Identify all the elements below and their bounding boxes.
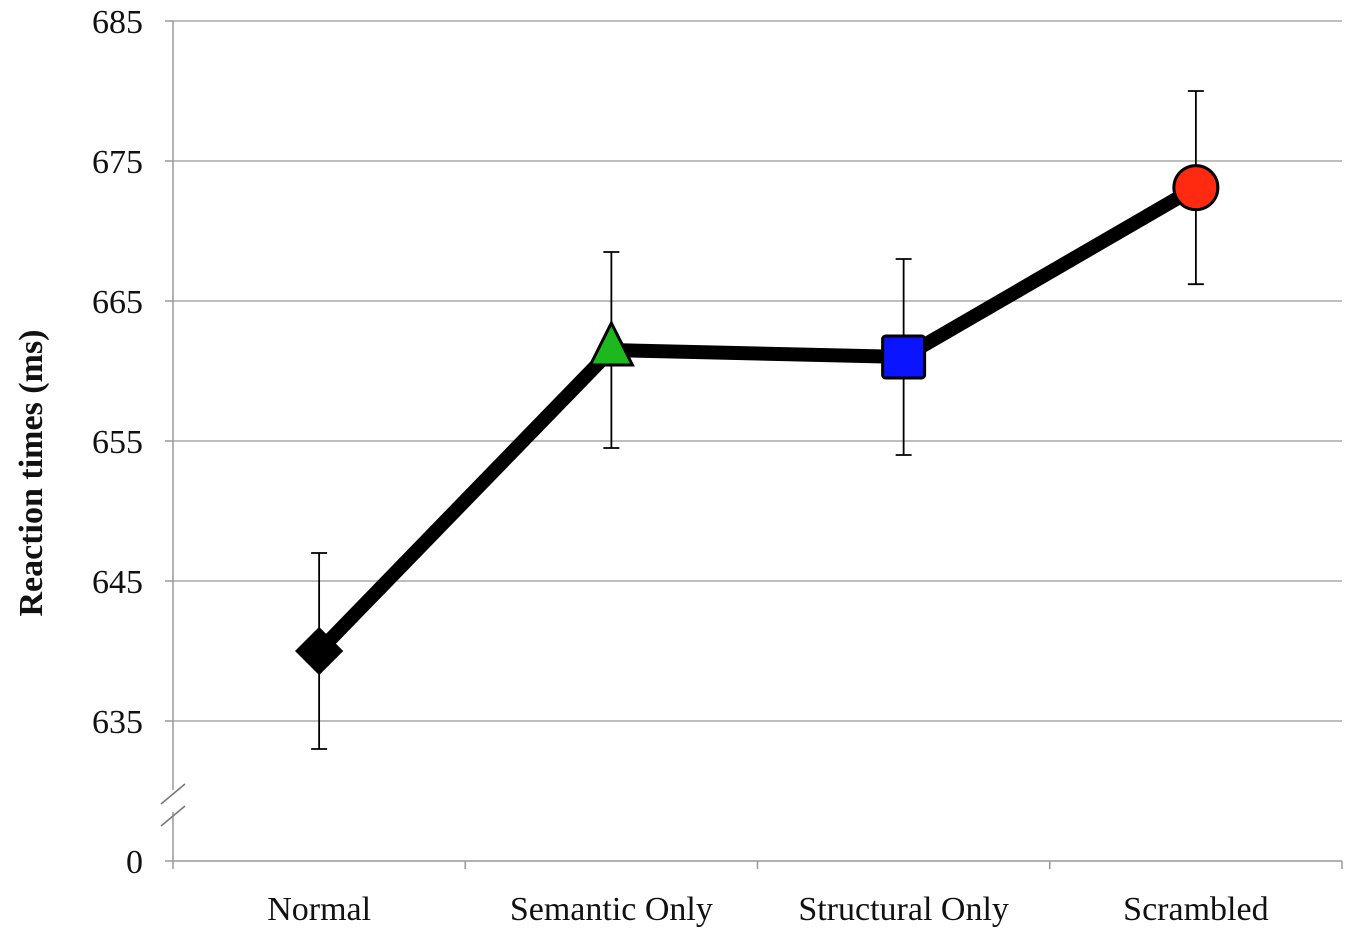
y-tick-label: 665 xyxy=(92,284,143,321)
y-tick-label: 635 xyxy=(92,704,143,741)
marker-circle xyxy=(1172,164,1220,212)
y-tick-labels: 685 675 665 655 645 635 0 xyxy=(92,4,143,881)
data-markers xyxy=(295,164,1220,676)
axis-break-mark xyxy=(160,783,186,805)
marker-triangle xyxy=(587,319,635,367)
axis-break-mark xyxy=(160,805,186,827)
y-axis-title: Reaction times (ms) xyxy=(13,329,50,616)
marker-square xyxy=(881,334,927,380)
error-bars xyxy=(311,90,1204,750)
y-tick-label: 655 xyxy=(92,424,143,461)
y-tick-label: 0 xyxy=(126,844,143,881)
x-category-label: Structural Only xyxy=(798,891,1009,928)
x-category-label: Semantic Only xyxy=(510,891,713,928)
gridlines xyxy=(173,20,1342,722)
series-line xyxy=(312,180,1203,658)
marker-diamond xyxy=(295,626,344,676)
y-tick-label: 675 xyxy=(92,144,143,181)
axes xyxy=(160,20,1343,869)
y-tick-label: 685 xyxy=(92,4,143,41)
x-category-label: Normal xyxy=(267,891,371,928)
series-line-path xyxy=(312,180,1203,658)
y-tick-label: 645 xyxy=(92,564,143,601)
x-category-label: Scrambled xyxy=(1123,891,1268,928)
x-category-labels: Normal Semantic Only Structural Only Scramb… xyxy=(267,891,1268,928)
